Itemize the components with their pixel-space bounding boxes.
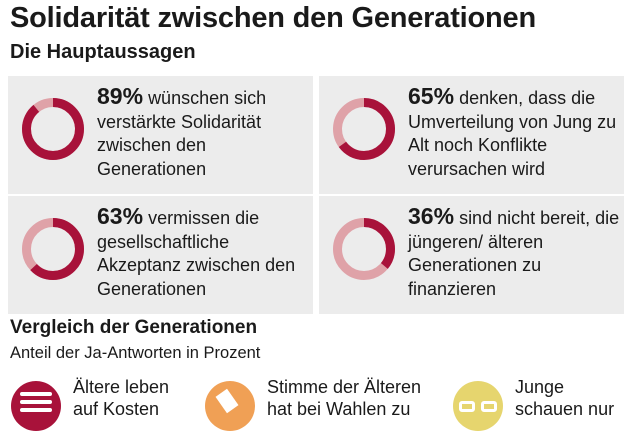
page-subtitle: Die Hauptaussagen [10,41,196,63]
donut-chart-2 [333,98,395,160]
stat-card-4: 36% sind nicht bereit, die jüngeren/ ält… [319,196,624,314]
ballot-icon [205,381,255,431]
comparison-line: Junge [515,377,565,397]
stat-percent: 36% [408,203,455,229]
stat-description: wünschen sich verstärkte Solidarität zwi… [97,88,267,179]
comparison-line: schauen nur [515,399,615,419]
comparison-item-3: Junge schauen nur [515,376,614,420]
stat-card-3: 63% vermissen die gesellschaftliche Akze… [8,196,313,314]
stat-text-2: 65% denken, dass die Umverteilung von Ju… [408,83,620,181]
donut-arc-2 [333,98,395,160]
comparison-line: Ältere leben [73,377,170,397]
stat-text-3: 63% vermissen die gesellschaftliche Akze… [97,203,309,301]
comparison-line: Stimme der Älteren [267,377,422,397]
stat-text-4: 36% sind nicht bereit, die jüngeren/ ält… [408,203,620,301]
stat-description: denken, dass die Umverteilung von Jung z… [408,88,617,179]
donut-arc-4 [333,218,395,280]
stat-percent: 65% [408,83,455,109]
stat-text-1: 89% wünschen sich verstärkte Solidarität… [97,83,309,181]
stat-card-2: 65% denken, dass die Umverteilung von Ju… [319,76,624,194]
donut-arc-3 [22,218,84,280]
donut-arc-1 [22,98,84,160]
stat-description: sind nicht bereit, die jüngeren/ älteren… [408,208,620,299]
comparison-subtitle: Anteil der Ja-Antworten in Prozent [10,344,261,362]
stat-description: vermissen die gesellschaftliche Akzeptan… [97,208,296,299]
stat-percent: 89% [97,83,144,109]
donut-chart-4 [333,218,395,280]
page-title: Solidarität zwischen den Generationen [10,2,536,34]
comparison-title: Vergleich der Generationen [10,317,258,338]
comparison-line: hat bei Wahlen zu [267,399,411,419]
donut-chart-3 [22,218,84,280]
donut-chart-1 [22,98,84,160]
youth-icon [453,381,503,431]
comparison-item-1: Ältere leben auf Kosten [73,376,169,420]
stat-card-1: 89% wünschen sich verstärkte Solidarität… [8,76,313,194]
comparison-item-2: Stimme der Älteren hat bei Wahlen zu [267,376,421,420]
comparison-line: auf Kosten [73,399,160,419]
stat-percent: 63% [97,203,144,229]
elderly-icon [11,381,61,431]
